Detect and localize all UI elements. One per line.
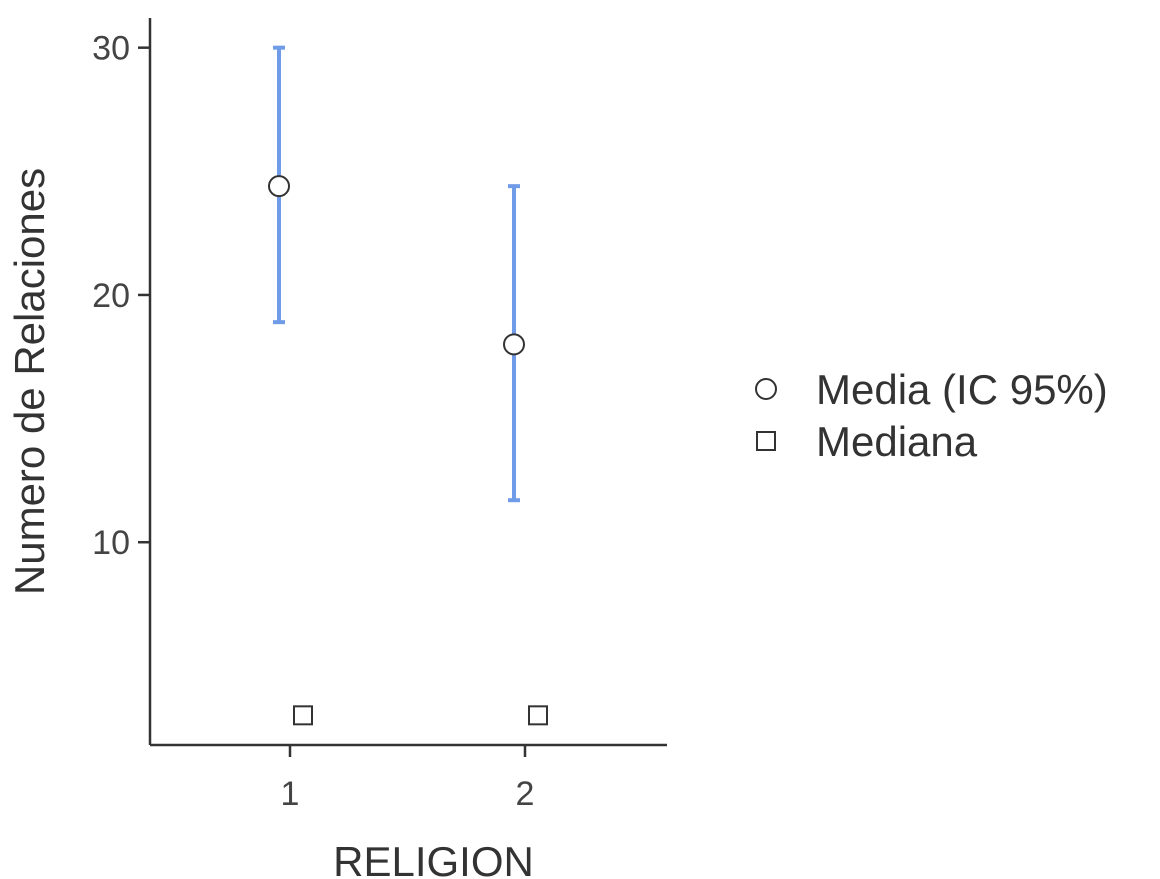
legend-square-icon bbox=[757, 432, 775, 450]
legend-circle-icon bbox=[756, 379, 776, 399]
y-tick-label: 10 bbox=[92, 524, 130, 562]
mean-point bbox=[504, 334, 524, 354]
median-point bbox=[529, 706, 547, 724]
legend: Media (IC 95%) Mediana bbox=[756, 366, 1108, 465]
median-point bbox=[294, 706, 312, 724]
x-tick-label: 2 bbox=[516, 775, 535, 813]
y-ticks: 10 20 30 bbox=[92, 30, 150, 563]
y-tick-label: 20 bbox=[92, 277, 130, 315]
x-tick-label: 1 bbox=[281, 775, 300, 813]
legend-label-mediana: Mediana bbox=[816, 418, 978, 465]
legend-label-media: Media (IC 95%) bbox=[816, 366, 1108, 413]
y-axis-title: Numero de Relaciones bbox=[6, 168, 53, 595]
y-tick-label: 30 bbox=[92, 30, 130, 68]
axes bbox=[150, 18, 667, 745]
x-axis-title: RELIGION bbox=[333, 838, 534, 879]
mean-point bbox=[269, 176, 289, 196]
plot-marks bbox=[269, 48, 547, 725]
